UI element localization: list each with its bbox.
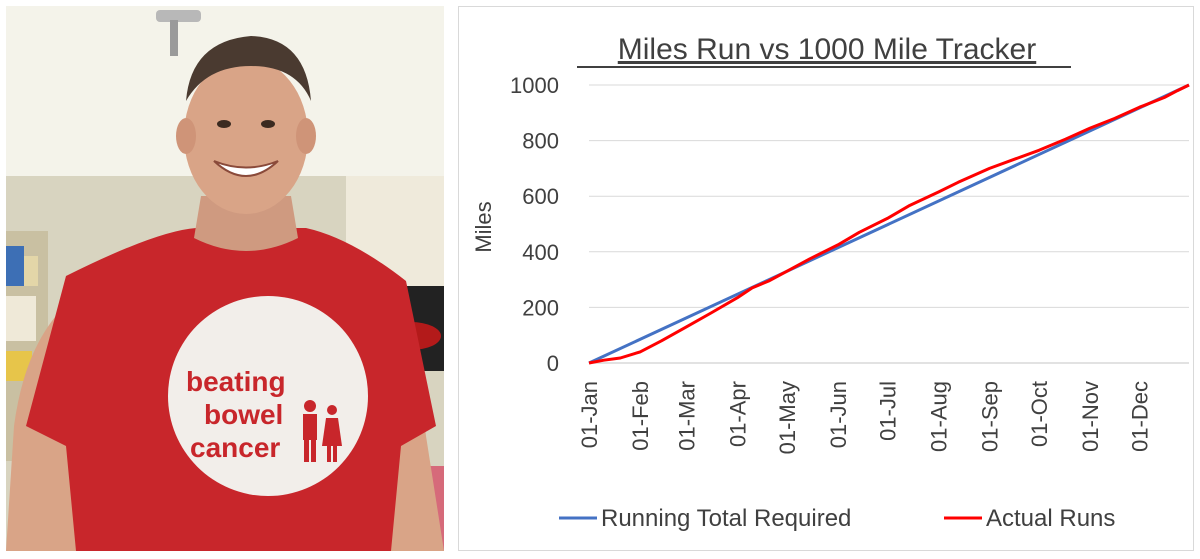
chart-title: Miles Run vs 1000 Mile Tracker: [618, 33, 1036, 66]
shirt-logo-circle: [168, 296, 368, 496]
y-tick-label: 600: [522, 184, 559, 209]
legend-label-actual-runs: Actual Runs: [986, 505, 1115, 532]
y-axis-ticks: 0 200 400 600 800 1000: [510, 73, 559, 376]
x-tick-label: 01-Dec: [1128, 381, 1153, 452]
series-lines: [588, 83, 1190, 365]
shirt-text-line-1: beating: [186, 366, 286, 397]
running-total-required-line: [588, 83, 1190, 365]
legend-label-running-total-required: Running Total Required: [601, 505, 851, 532]
chart-panel: Miles Run vs 1000 Mile Tracker 0 200 400 60…: [458, 6, 1194, 551]
x-tick-label: 01-Mar: [674, 381, 699, 451]
y-tick-label: 400: [522, 240, 559, 265]
y-tick-label: 200: [522, 295, 559, 320]
shirt-text-line-3: cancer: [190, 432, 280, 463]
x-tick-label: 01-Aug: [926, 381, 951, 452]
x-tick-label: 01-May: [775, 381, 800, 454]
runner-photo-illustration: beating bowel cancer: [6, 6, 444, 551]
x-tick-label: 01-Oct: [1027, 381, 1052, 447]
runner-photo: beating bowel cancer: [6, 6, 444, 551]
ceiling-light: [156, 10, 201, 56]
x-tick-label: 01-Jan: [577, 381, 602, 448]
x-axis-ticks: 01-Jan 01-Feb 01-Mar 01-Apr 01-May 01-Jun 01-J…: [577, 381, 1153, 454]
x-tick-label: 01-Sep: [978, 381, 1003, 452]
y-tick-label: 1000: [510, 73, 559, 98]
people-icon: [303, 400, 342, 462]
gridlines: [589, 84, 1189, 308]
y-tick-label: 800: [522, 129, 559, 154]
x-tick-label: 01-Nov: [1078, 381, 1103, 452]
x-tick-label: 01-Jun: [826, 381, 851, 448]
miles-chart: Miles Run vs 1000 Mile Tracker 0 200 400 60…: [471, 33, 1190, 532]
x-tick-label: 01-Jul: [875, 381, 900, 441]
x-tick-label: 01-Feb: [628, 381, 653, 451]
actual-runs-line: [588, 83, 1190, 365]
y-tick-label: 0: [547, 351, 559, 376]
shirt-text-line-2: bowel: [204, 399, 283, 430]
y-axis-label: Miles: [471, 201, 496, 252]
x-tick-label: 01-Apr: [725, 381, 750, 447]
legend: Running Total Required Actual Runs: [559, 505, 1115, 532]
